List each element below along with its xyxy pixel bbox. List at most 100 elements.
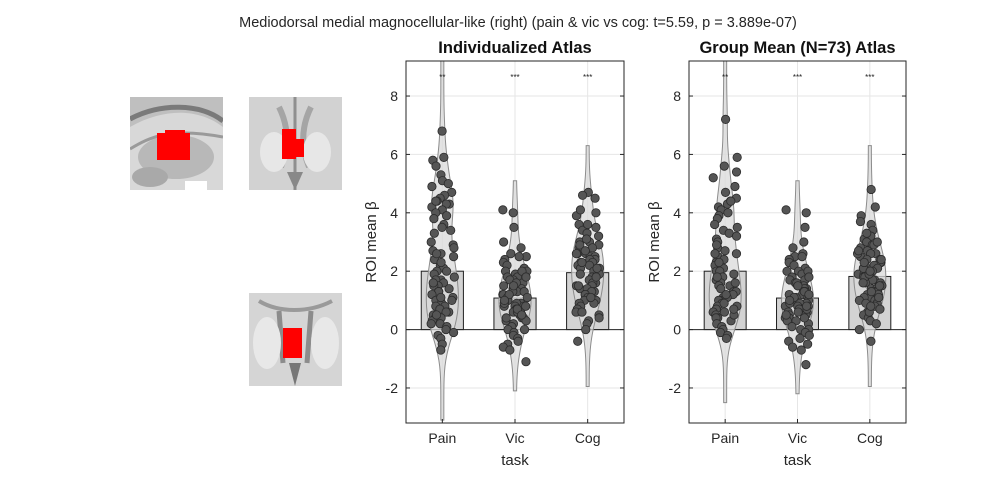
data-point: [441, 211, 452, 221]
data-point: [875, 304, 885, 314]
data-point: [730, 181, 740, 192]
x-tick-label: Cog: [857, 430, 883, 446]
data-point: [870, 202, 880, 212]
data-point: [862, 228, 872, 238]
data-point: [505, 345, 515, 355]
data-point: [575, 269, 585, 279]
data-point: [855, 216, 866, 227]
data-point: [575, 240, 585, 250]
data-point: [795, 333, 805, 343]
data-point: [517, 310, 527, 320]
data-point: [729, 304, 739, 314]
data-point: [711, 240, 722, 250]
data-point: [577, 190, 588, 200]
data-point: [426, 237, 436, 247]
data-point: [441, 266, 452, 276]
data-point: [801, 208, 811, 218]
data-point: [799, 237, 809, 247]
data-point: [800, 222, 810, 233]
data-point: [804, 289, 814, 300]
data-point: [436, 292, 446, 303]
data-point: [591, 272, 601, 282]
y-tick-label: -2: [386, 380, 399, 396]
data-point: [508, 208, 518, 218]
data-point: [732, 222, 742, 233]
data-point: [439, 152, 449, 162]
significance-label: **: [722, 73, 728, 82]
data-point: [804, 272, 814, 282]
data-point: [498, 205, 508, 215]
data-point: [499, 281, 509, 291]
roi-marker: [157, 133, 190, 160]
data-point: [448, 251, 459, 262]
y-tick-label: 4: [673, 205, 681, 221]
coronal-slice-image: [249, 97, 342, 190]
data-point: [788, 243, 798, 253]
data-point: [871, 319, 881, 329]
data-point: [710, 219, 720, 230]
data-point: [449, 272, 459, 282]
data-point: [426, 319, 436, 329]
data-point: [874, 292, 884, 303]
data-point: [580, 246, 590, 256]
data-point: [437, 126, 447, 136]
chart-title: Individualized Atlas: [438, 39, 591, 57]
x-axis-label: task: [784, 452, 812, 469]
y-tick-label: 2: [673, 263, 681, 279]
significance-label: ***: [865, 73, 874, 82]
data-point: [865, 266, 875, 276]
data-point: [723, 208, 733, 218]
data-point: [875, 281, 885, 291]
y-tick-label: 0: [673, 322, 681, 338]
data-point: [866, 287, 877, 297]
y-axis-label: ROI mean β: [646, 201, 663, 283]
data-point: [781, 205, 791, 215]
data-point: [591, 222, 601, 233]
x-tick-label: Pain: [711, 430, 739, 446]
significance-label: ***: [510, 73, 519, 82]
x-axis-label: task: [501, 452, 529, 469]
data-point: [429, 228, 439, 238]
data-point: [720, 114, 731, 124]
data-point: [731, 167, 742, 177]
data-point: [522, 292, 532, 303]
x-tick-label: Pain: [428, 430, 456, 446]
significance-label: **: [439, 73, 445, 82]
figure-suptitle: Mediodorsal medial magnocellular-like (r…: [239, 15, 797, 31]
data-point: [429, 214, 439, 224]
data-point: [573, 336, 583, 346]
data-point: [577, 257, 587, 268]
data-point: [712, 272, 722, 282]
data-point: [858, 278, 868, 288]
data-point: [441, 307, 451, 317]
data-point: [586, 292, 596, 303]
data-point: [436, 345, 446, 355]
x-tick-label: Vic: [788, 430, 807, 446]
sagittal-slice-image: [130, 97, 223, 190]
data-point: [575, 205, 586, 215]
data-point: [801, 301, 812, 311]
data-point: [499, 237, 509, 247]
y-tick-label: -2: [669, 380, 682, 396]
data-point: [581, 324, 591, 335]
data-point: [720, 187, 731, 197]
data-point: [509, 222, 519, 233]
data-point: [437, 222, 447, 233]
data-point: [710, 249, 720, 259]
data-point: [719, 161, 729, 171]
data-point: [521, 301, 531, 311]
data-point: [719, 307, 730, 317]
data-point: [431, 196, 441, 206]
data-point: [796, 345, 806, 355]
data-point: [854, 324, 864, 335]
data-point: [444, 284, 454, 294]
data-point: [446, 225, 456, 235]
data-point: [721, 333, 732, 343]
data-point: [804, 330, 814, 341]
y-tick-label: 2: [390, 263, 398, 279]
data-point: [859, 257, 869, 268]
data-point: [781, 310, 791, 320]
